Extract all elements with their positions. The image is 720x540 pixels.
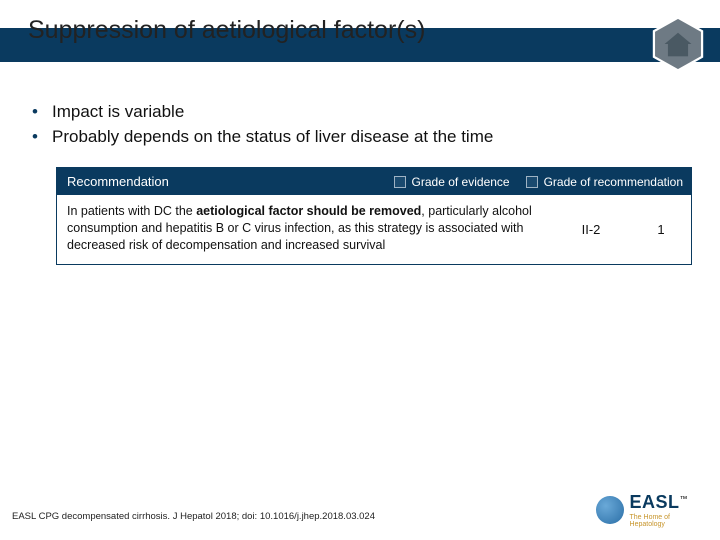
checkbox-icon xyxy=(394,176,406,188)
logo-brand: EASL xyxy=(630,492,680,512)
easl-logo: EASL™ The Home of Hepatology xyxy=(596,490,706,530)
logo-tagline: The Home of Hepatology xyxy=(630,514,706,528)
logo-tm: ™ xyxy=(680,494,688,503)
bullet-text: Probably depends on the status of liver … xyxy=(52,127,493,146)
col-evidence: Grade of evidence xyxy=(386,169,518,195)
evidence-value: II-2 xyxy=(551,195,631,264)
col-recommendation: Recommendation xyxy=(57,168,386,195)
title-region: Suppression of aetiological factor(s) xyxy=(0,0,720,70)
list-item: Impact is variable xyxy=(22,100,720,125)
home-badge[interactable] xyxy=(650,16,706,72)
bullet-list: Impact is variable Probably depends on t… xyxy=(22,100,720,149)
col-grade-label: Grade of recommendation xyxy=(544,175,683,189)
col-evidence-label: Grade of evidence xyxy=(412,175,510,189)
grade-value: 1 xyxy=(631,195,691,264)
page-title: Suppression of aetiological factor(s) xyxy=(28,16,425,45)
list-item: Probably depends on the status of liver … xyxy=(22,125,720,150)
logo-text: EASL™ The Home of Hepatology xyxy=(630,493,706,528)
bullet-text: Impact is variable xyxy=(52,102,184,121)
recommendation-text: In patients with DC the aetiological fac… xyxy=(57,195,551,264)
checkbox-icon xyxy=(526,176,538,188)
rec-bold: aetiological factor should be removed xyxy=(196,204,421,218)
rec-pre: In patients with DC the xyxy=(67,204,196,218)
table-row: In patients with DC the aetiological fac… xyxy=(57,195,691,264)
col-grade: Grade of recommendation xyxy=(518,169,691,195)
home-icon xyxy=(650,16,706,72)
table-header: Recommendation Grade of evidence Grade o… xyxy=(57,168,691,195)
citation: EASL CPG decompensated cirrhosis. J Hepa… xyxy=(12,511,375,522)
globe-icon xyxy=(596,496,624,524)
recommendation-table: Recommendation Grade of evidence Grade o… xyxy=(56,167,692,265)
